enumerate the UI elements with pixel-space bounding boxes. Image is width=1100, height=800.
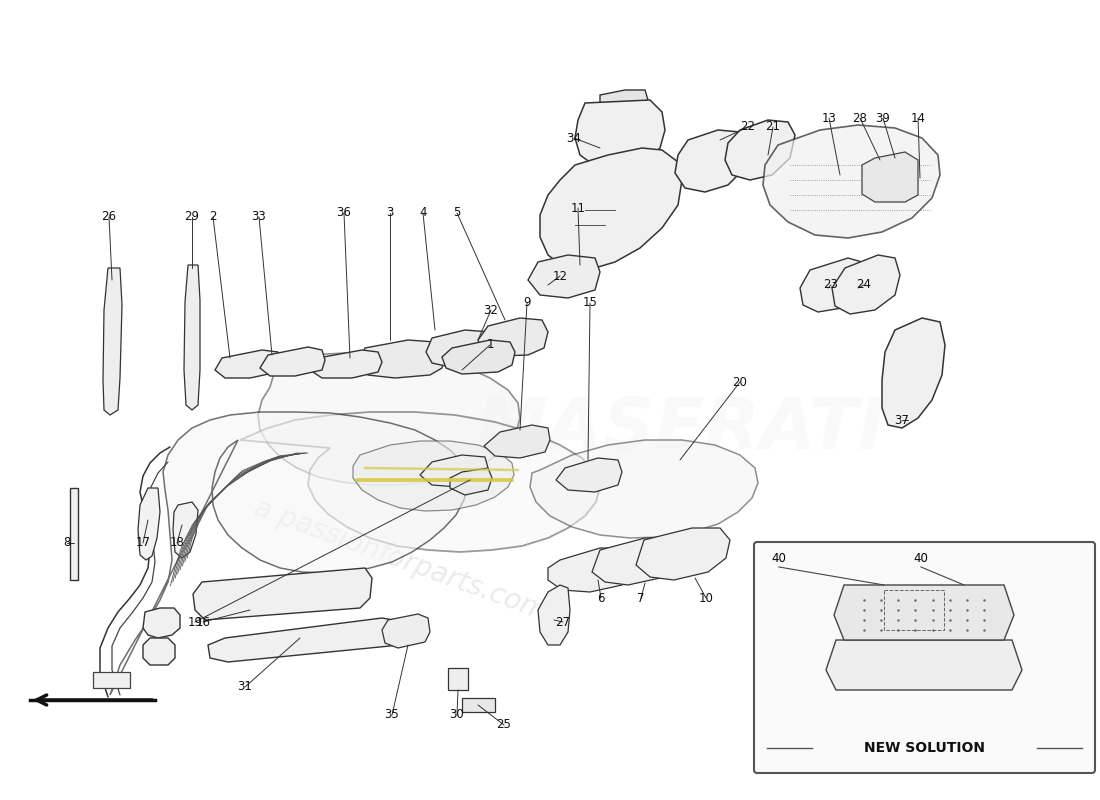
Polygon shape (763, 125, 940, 238)
Polygon shape (725, 120, 795, 180)
Text: 10: 10 (698, 591, 714, 605)
Text: 8: 8 (64, 537, 70, 550)
Text: 6: 6 (597, 591, 605, 605)
Text: a passionforparts.com: a passionforparts.com (250, 494, 550, 626)
Text: 19: 19 (187, 615, 202, 629)
Polygon shape (575, 100, 666, 170)
Text: 33: 33 (252, 210, 266, 223)
Polygon shape (173, 502, 198, 558)
Text: 15: 15 (583, 297, 597, 310)
Polygon shape (484, 425, 550, 458)
Text: MASERATI: MASERATI (475, 395, 884, 465)
Text: 32: 32 (484, 303, 498, 317)
Polygon shape (530, 440, 758, 538)
Text: 27: 27 (556, 615, 571, 629)
Polygon shape (556, 458, 622, 492)
Text: 20: 20 (733, 375, 747, 389)
Polygon shape (826, 640, 1022, 690)
Polygon shape (143, 638, 175, 665)
Text: 40: 40 (914, 553, 928, 566)
Text: 7: 7 (637, 591, 645, 605)
Polygon shape (548, 548, 640, 592)
Polygon shape (240, 412, 600, 552)
Text: 34: 34 (566, 131, 582, 145)
Polygon shape (260, 347, 324, 376)
Polygon shape (103, 268, 122, 415)
Polygon shape (528, 255, 600, 298)
Polygon shape (353, 441, 514, 511)
Text: 31: 31 (238, 681, 252, 694)
Text: 21: 21 (766, 121, 781, 134)
Polygon shape (382, 614, 430, 648)
Polygon shape (600, 90, 648, 105)
Text: 29: 29 (185, 210, 199, 223)
Polygon shape (310, 350, 382, 378)
Polygon shape (426, 330, 498, 367)
Polygon shape (70, 488, 78, 580)
Text: 9: 9 (524, 297, 530, 310)
Polygon shape (462, 698, 495, 712)
Polygon shape (832, 255, 900, 314)
Text: 14: 14 (911, 111, 925, 125)
Text: 37: 37 (894, 414, 910, 426)
Text: 18: 18 (169, 537, 185, 550)
Polygon shape (94, 672, 130, 688)
Text: 36: 36 (337, 206, 351, 219)
Polygon shape (138, 488, 160, 560)
Text: 22: 22 (740, 121, 756, 134)
Text: NEW SOLUTION: NEW SOLUTION (864, 741, 984, 755)
Text: 40: 40 (771, 553, 786, 566)
Text: 13: 13 (822, 111, 836, 125)
Text: 24: 24 (857, 278, 871, 291)
Polygon shape (882, 318, 945, 428)
Text: 25: 25 (496, 718, 512, 731)
Polygon shape (636, 528, 730, 580)
Text: 11: 11 (571, 202, 585, 214)
Polygon shape (110, 412, 467, 695)
Text: 3: 3 (386, 206, 394, 219)
Polygon shape (184, 265, 200, 410)
Text: 30: 30 (450, 709, 464, 722)
Text: 23: 23 (824, 278, 838, 291)
Polygon shape (442, 340, 515, 374)
Text: 2: 2 (209, 210, 217, 223)
Polygon shape (834, 585, 1014, 640)
Polygon shape (800, 258, 865, 312)
Polygon shape (448, 668, 468, 690)
Text: 28: 28 (852, 111, 868, 125)
Polygon shape (143, 608, 180, 638)
Polygon shape (208, 618, 408, 662)
Polygon shape (538, 585, 570, 645)
FancyBboxPatch shape (754, 542, 1094, 773)
Polygon shape (592, 538, 682, 585)
Text: 16: 16 (196, 615, 210, 629)
Text: 39: 39 (876, 111, 890, 125)
Polygon shape (214, 350, 282, 378)
Text: 35: 35 (385, 709, 399, 722)
Polygon shape (478, 318, 548, 356)
Polygon shape (450, 468, 492, 495)
Polygon shape (420, 455, 488, 487)
Polygon shape (675, 130, 748, 192)
Polygon shape (862, 152, 918, 202)
Text: 1: 1 (486, 338, 494, 351)
Polygon shape (192, 568, 372, 620)
Text: 12: 12 (552, 270, 568, 282)
Text: 5: 5 (453, 206, 461, 219)
Text: 26: 26 (101, 210, 117, 223)
Polygon shape (258, 353, 520, 485)
Text: 17: 17 (135, 537, 151, 550)
Text: 4: 4 (419, 206, 427, 219)
Polygon shape (358, 340, 446, 378)
Polygon shape (540, 148, 682, 270)
